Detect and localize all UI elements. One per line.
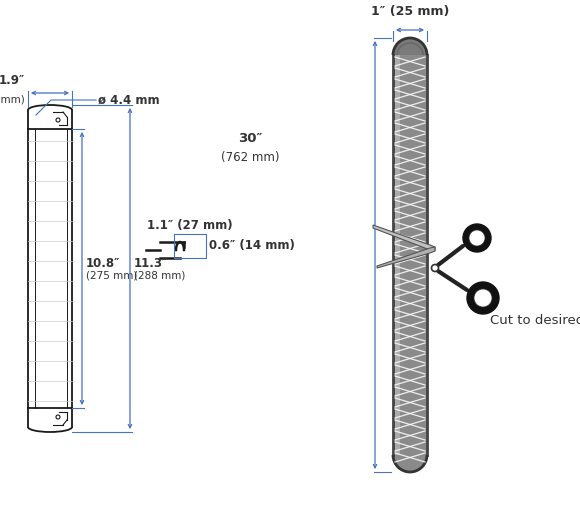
Text: 1.1″ (27 mm): 1.1″ (27 mm) — [147, 219, 233, 232]
Polygon shape — [373, 225, 435, 251]
Polygon shape — [377, 247, 435, 268]
Text: Cut to desired: Cut to desired — [490, 313, 580, 327]
Circle shape — [469, 230, 485, 246]
Text: ø 4.4 mm: ø 4.4 mm — [98, 94, 160, 107]
Bar — [393, 55, 427, 455]
Circle shape — [463, 224, 491, 252]
Text: (288 mm): (288 mm) — [134, 270, 186, 281]
Circle shape — [467, 282, 499, 314]
Circle shape — [474, 289, 492, 307]
Text: (49 mm): (49 mm) — [0, 95, 25, 105]
Bar — [395, 55, 400, 455]
Circle shape — [432, 265, 438, 271]
Text: (762 mm): (762 mm) — [221, 150, 279, 163]
Text: 10.8″: 10.8″ — [86, 257, 121, 270]
Text: 1.9″: 1.9″ — [0, 74, 25, 87]
Text: 0.6″ (14 mm): 0.6″ (14 mm) — [209, 239, 295, 252]
Text: 1″ (25 mm): 1″ (25 mm) — [371, 5, 449, 18]
Text: (275 mm): (275 mm) — [86, 270, 137, 281]
Text: 30″: 30″ — [238, 131, 262, 144]
Wedge shape — [393, 455, 427, 472]
Wedge shape — [393, 38, 427, 55]
Text: 11.3″: 11.3″ — [134, 257, 168, 270]
